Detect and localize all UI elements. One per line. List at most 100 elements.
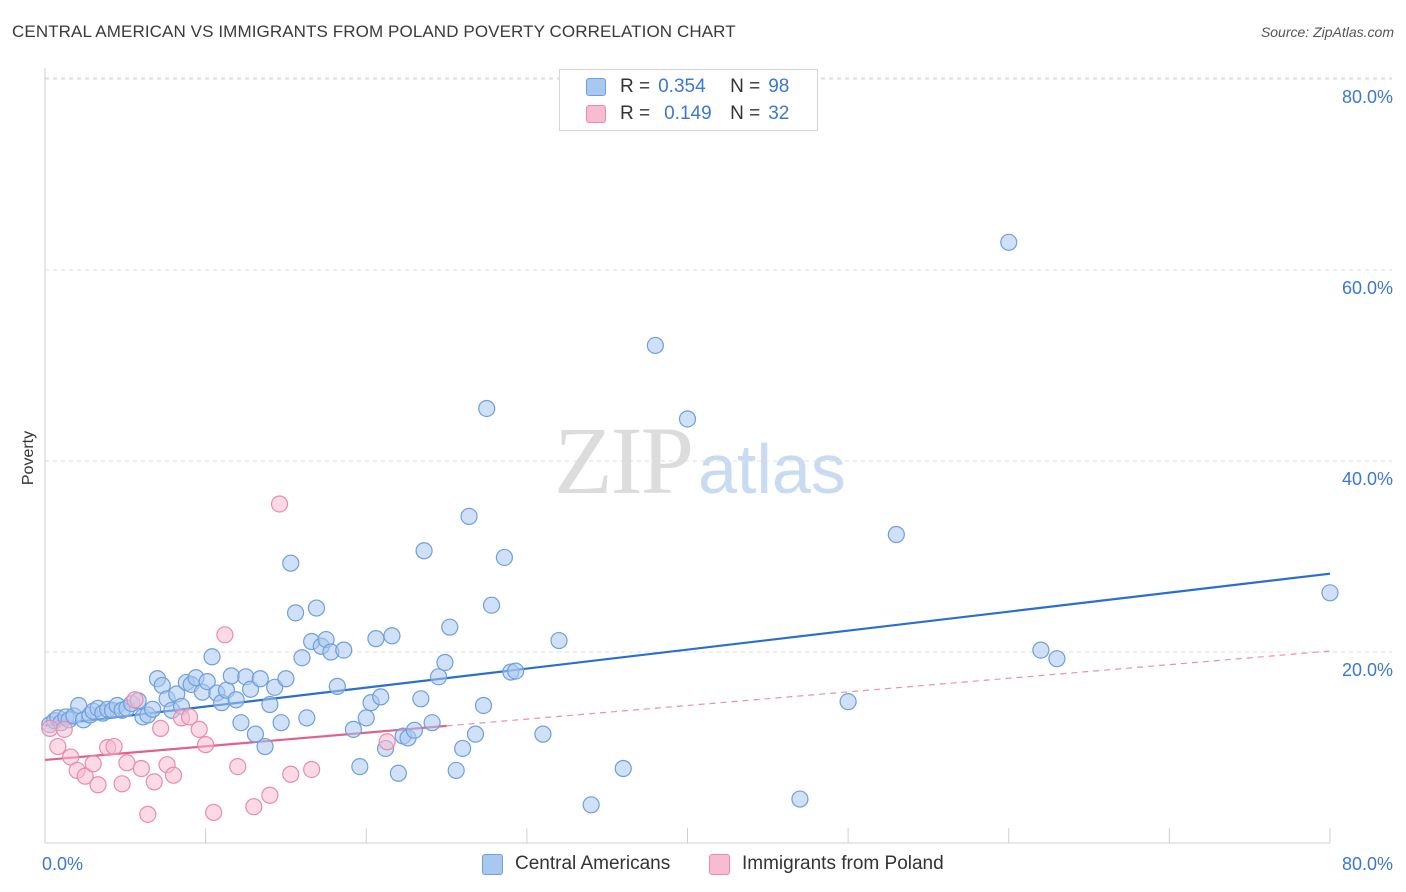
data-point-poland [303,760,321,779]
data-point-central-americans [1048,650,1066,668]
data-point-poland [118,754,136,772]
data-point-central-americans [256,737,274,756]
data-point-central-americans [203,648,221,666]
data-point-central-americans [232,714,250,732]
data-point-central-americans [1321,584,1339,602]
x-tick-label: 0.0% [42,854,83,874]
y-axis-label: Poverty [20,431,37,485]
legend-r-label: R = [620,103,651,124]
data-point-poland [180,708,199,726]
data-point-poland [113,775,131,793]
data-point-central-americans [335,641,353,659]
data-point-poland [378,733,396,751]
watermark: ZIPatlas [554,405,846,516]
data-point-poland [205,803,223,822]
legend-n-label: N = [730,103,761,124]
data-point-central-americans [678,410,697,428]
data-point-central-americans [550,631,568,650]
data-point-central-americans [614,759,632,778]
trend-line-poland-extension [446,650,1331,727]
y-tick-label: 60.0% [1342,278,1393,298]
data-point-central-americans [415,542,433,560]
grid-lines [45,77,1392,653]
data-point-central-americans [277,670,295,688]
data-point-central-americans [534,725,552,743]
axes [44,68,1331,844]
source-label[interactable]: Source: ZipAtlas.com [1260,24,1394,40]
data-point-central-americans [405,721,424,739]
data-point-poland [132,759,150,778]
data-point-central-americans [436,653,454,672]
legend-n-value: 98 [768,76,790,97]
data-point-poland [261,786,279,804]
bottom-legend-poland[interactable]: Immigrants from Poland [709,852,944,876]
data-points [41,233,1339,823]
data-point-central-americans [383,627,401,645]
data-point-central-americans [1032,641,1050,659]
chart-title: CENTRAL AMERICAN VS IMMIGRANTS FROM POLA… [12,22,736,41]
data-point-poland [84,755,102,773]
data-point-poland [152,719,170,738]
data-point-poland [126,691,144,709]
data-point-central-americans [246,725,265,743]
legend-n-value: 32 [768,103,790,124]
legend-r-label: R = [620,76,651,97]
data-point-central-americans [507,662,525,680]
data-point-central-americans [367,630,385,648]
legend-row-central-americans: R = 0.354 N = 98 [586,76,789,98]
data-point-central-americans [495,548,513,567]
data-point-central-americans [466,725,485,743]
data-point-poland [270,495,289,513]
data-point-central-americans [423,714,441,732]
data-point-central-americans [1000,233,1018,251]
data-point-central-americans [474,696,493,715]
data-point-central-americans [454,739,472,758]
data-point-poland [164,766,183,784]
trend-lines [44,572,1331,762]
data-point-central-americans [307,599,326,617]
data-point-poland [105,737,123,756]
data-point-central-americans [272,714,290,732]
trend-line-central-americans [44,572,1331,727]
bottom-legend-central-americans[interactable]: Central Americans [482,852,670,876]
data-point-central-americans [412,690,430,708]
legend-row-poland: R = 0.149 N = 32 [586,103,789,125]
data-point-central-americans [293,649,311,667]
legend-r-value: 0.149 [664,103,712,124]
data-point-poland [282,765,300,783]
data-point-central-americans [357,709,375,727]
data-point-poland [145,773,163,791]
data-point-central-americans [227,691,245,709]
data-point-central-americans [282,554,300,572]
data-point-poland [229,757,247,776]
data-point-central-americans [791,790,809,808]
data-point-central-americans [482,596,501,614]
y-tick-label: 20.0% [1342,660,1393,680]
data-point-poland [245,798,263,816]
legend-r-value: 0.354 [658,76,706,97]
y-tick-label: 40.0% [1342,469,1393,489]
data-point-central-americans [261,695,279,714]
data-point-central-americans [242,680,260,698]
data-point-poland [55,720,73,738]
legend-swatch-pink [586,105,606,123]
data-point-central-americans [582,796,600,814]
data-point-central-americans [839,693,857,711]
data-point-central-americans [298,709,316,727]
data-point-poland [190,720,208,738]
data-point-poland [41,719,59,738]
bottom-legend-label: Central Americans [515,853,671,874]
data-point-central-americans [887,525,905,544]
y-tick-label: 80.0% [1342,87,1393,107]
data-point-poland [76,767,94,785]
data-point-central-americans [144,700,162,718]
bottom-legend-swatch-blue [482,853,503,875]
data-point-poland [139,805,157,823]
data-point-central-americans [389,764,407,782]
data-point-central-americans [646,336,664,355]
legend-n-label: N = [730,76,761,97]
data-point-central-americans [441,618,459,636]
legend-swatch-blue [586,78,606,96]
data-point-central-americans [429,668,448,686]
